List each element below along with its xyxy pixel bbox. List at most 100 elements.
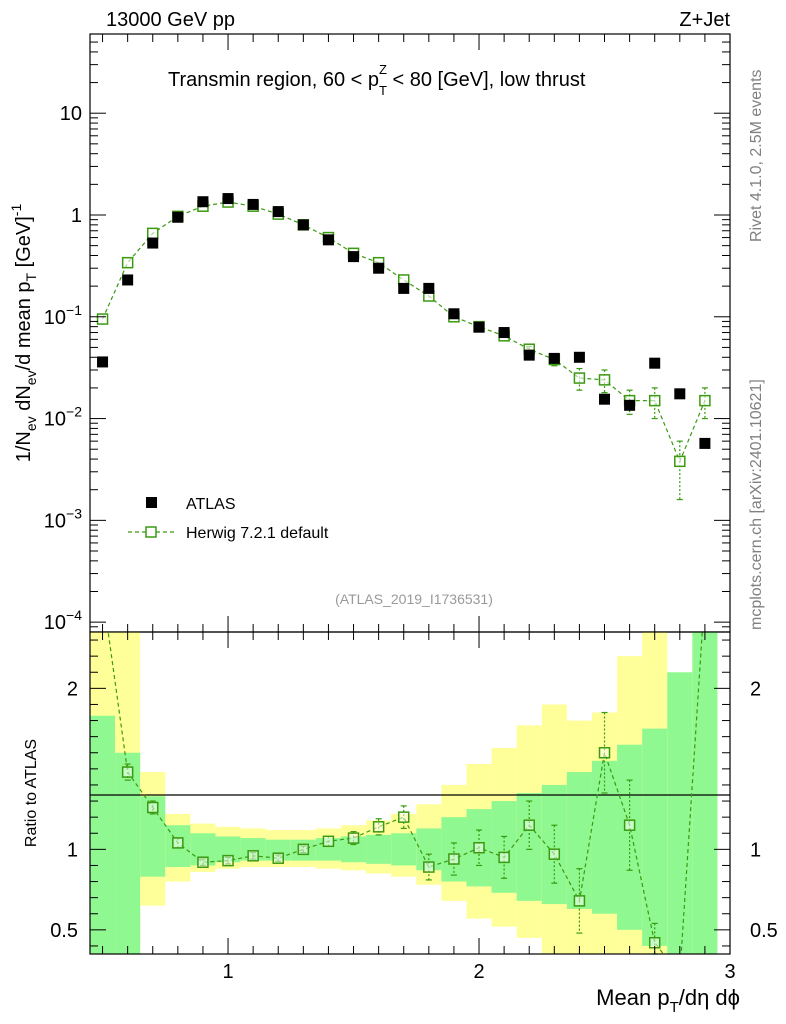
atlas-point: [573, 351, 585, 363]
ratio-y-tick-label-right: 1: [750, 839, 761, 861]
ratio-band-stat: [240, 838, 266, 861]
atlas-point: [222, 193, 234, 205]
main-y-tick-label: 1: [71, 205, 82, 227]
atlas-point: [674, 388, 686, 400]
main-y-tick-label: 10−3: [44, 505, 82, 532]
main-y-tick-label: 10: [60, 103, 82, 125]
ratio-band-stat: [115, 752, 141, 954]
ratio-band-stat: [667, 672, 693, 954]
atlas-point: [423, 282, 435, 294]
atlas-point: [97, 356, 109, 368]
ratio-point: [247, 850, 259, 862]
ratio-point: [498, 851, 510, 864]
ratio-band-stat: [541, 784, 567, 905]
atlas-point: [599, 393, 611, 405]
atlas-point: [398, 282, 410, 294]
main-y-tick-exponent: −3: [66, 505, 82, 521]
ratio-band-stat: [265, 839, 291, 861]
ratio-point: [448, 853, 460, 865]
main-y-tick-exponent: −2: [66, 404, 82, 420]
ratio-y-axis-label: Ratio to ATLAS: [23, 739, 40, 847]
process-label: Z+Jet: [679, 9, 730, 31]
main-y-tick-label: 10−4: [44, 607, 82, 634]
main-y-tick-base: 1: [71, 205, 82, 227]
legend-atlas-marker: [146, 497, 157, 508]
ratio-data-layer: [107, 632, 703, 955]
main-x-axis: [102, 34, 731, 632]
main-y-tick-base: 10: [44, 510, 66, 532]
ratio-point: [573, 895, 586, 907]
plot-title-part1: Transmin region, 60 < p: [168, 69, 379, 91]
ratio-x-axis: 1 2 3: [102, 632, 736, 983]
legend-atlas-label: ATLAS: [186, 496, 236, 513]
atlas-point: [247, 198, 259, 210]
atlas-point: [147, 237, 159, 249]
ratio-point: [322, 835, 335, 848]
atlas-point: [498, 327, 510, 339]
main-y-tick-base: 10: [44, 409, 66, 431]
atlas-point: [348, 251, 360, 263]
main-y-axis-label: 1/Nev dNev/d mean pT [GeV]-1: [8, 204, 39, 463]
x-tick-label: 3: [724, 961, 735, 983]
analysis-watermark: (ATLAS_2019_I1736531): [335, 591, 493, 607]
atlas-point: [649, 357, 661, 369]
ratio-band-stat: [366, 834, 392, 864]
main-y-tick-label: 10−1: [44, 302, 82, 329]
ratio-point: [172, 837, 184, 849]
ratio-band-stat: [591, 760, 618, 914]
ratio-band-stat: [90, 715, 116, 954]
ratio-point: [197, 856, 209, 868]
atlas-point: [297, 219, 309, 231]
herwig-point: [96, 313, 109, 325]
rivet-version-label: Rivet 4.1.0, 2.5M events: [748, 69, 765, 242]
ratio-y-tick-label-right: 2: [750, 678, 761, 700]
legend-herwig-marker: [145, 526, 157, 538]
ratio-point: [598, 747, 611, 759]
main-y-tick-base: 10: [44, 307, 66, 329]
ratio-point: [548, 848, 561, 860]
herwig-point: [598, 374, 611, 386]
main-y-tick-label: 10−2: [44, 404, 82, 431]
herwig-point: [121, 256, 134, 269]
ratio-uncertainty-bands: [90, 632, 718, 954]
atlas-point: [373, 262, 385, 274]
herwig-point: [699, 394, 711, 407]
atlas-point: [548, 352, 560, 364]
x-axis-label: Mean pT/dη dϕ: [596, 985, 740, 1016]
ratio-y-tick-label-right: 0.5: [750, 920, 778, 942]
main-y-tick-exponent: −4: [66, 607, 82, 623]
main-plot-frame: [89, 33, 731, 633]
plot-title-subscript: T: [379, 83, 387, 98]
ratio-y-tick-label: 0.5: [50, 920, 78, 942]
ratio-band-stat: [391, 833, 417, 866]
ratio-point: [523, 819, 535, 831]
ratio-y-axis: 0.5 0.5 1 1 2 2: [50, 639, 778, 947]
ratio-point: [473, 841, 485, 854]
ratio-point: [347, 832, 360, 844]
ratio-point: [222, 854, 234, 867]
plot-title-superscript: Z: [379, 62, 387, 77]
herwig-point: [146, 227, 159, 240]
herwig-point: [573, 372, 586, 384]
x-tick-label: 2: [473, 961, 484, 983]
main-data-layer: [96, 193, 711, 501]
ratio-point: [297, 843, 310, 856]
atlas-point: [523, 349, 535, 361]
ratio-y-tick-label: 1: [67, 839, 78, 861]
atlas-point: [473, 321, 485, 333]
atlas-point: [322, 234, 334, 246]
atlas-point: [448, 308, 460, 320]
ratio-band-stat: [642, 728, 668, 946]
atlas-point: [699, 437, 711, 449]
source-label: mcplots.cern.ch [arXiv:2401.10621]: [748, 379, 765, 630]
ratio-point: [272, 852, 284, 864]
atlas-point: [172, 211, 184, 223]
ratio-point: [121, 766, 134, 778]
main-y-tick-exponent: −1: [66, 302, 82, 318]
herwig-point: [674, 455, 686, 468]
ratio-point: [623, 819, 636, 831]
herwig-series-line: [102, 201, 706, 463]
ratio-plot-panel: 0.5 0.5 1 1 2 2 1 2 3 Ratio to ATLAS Mean pT/dη…: [23, 631, 778, 1016]
